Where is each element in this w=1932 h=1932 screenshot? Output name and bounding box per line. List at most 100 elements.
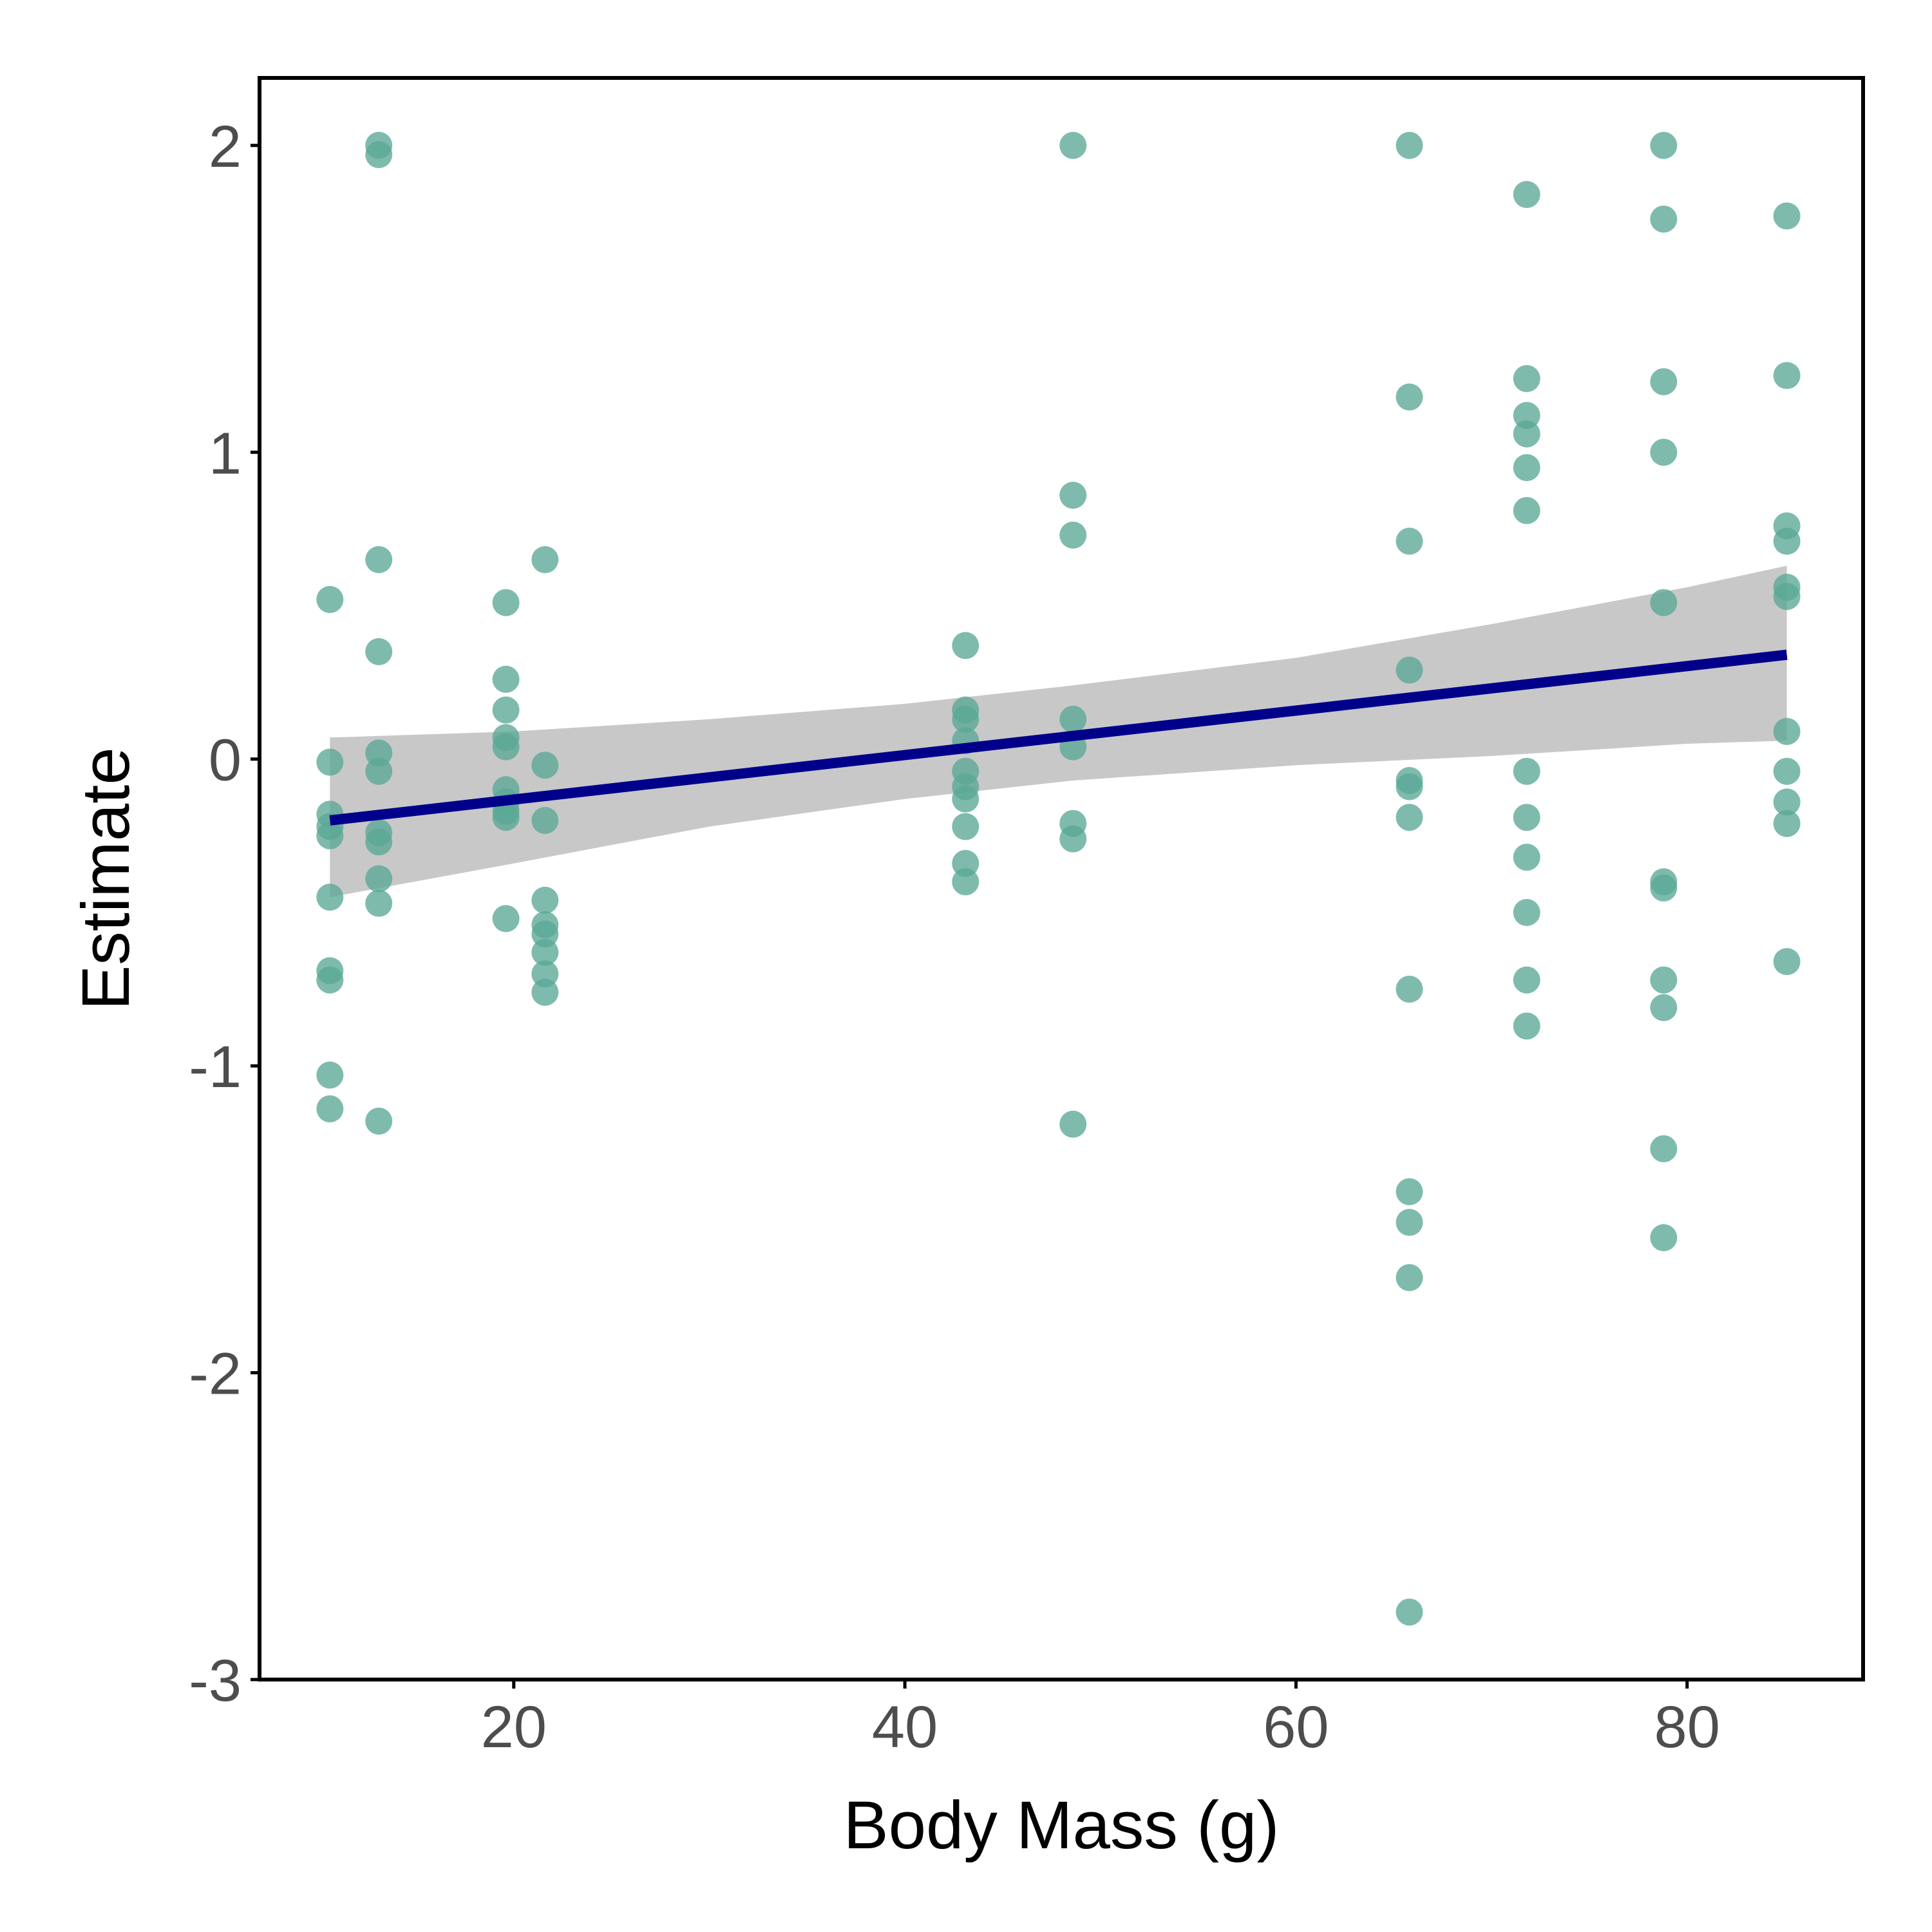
data-point: [1650, 131, 1678, 159]
data-point: [492, 589, 520, 616]
data-point: [1396, 804, 1423, 831]
fit-line-layer: [329, 649, 1788, 826]
fit-line: [329, 649, 1788, 826]
data-point: [531, 546, 559, 573]
data-point: [316, 966, 344, 994]
data-point: [1513, 454, 1540, 482]
data-point: [1650, 994, 1678, 1021]
data-point: [316, 884, 344, 911]
y-tick-label: -1: [189, 1034, 242, 1100]
y-tick-label: 1: [209, 421, 242, 486]
data-point: [1513, 365, 1540, 392]
data-point: [365, 889, 393, 917]
data-point: [1773, 757, 1801, 785]
data-point: [1773, 948, 1801, 976]
data-point: [492, 696, 520, 724]
x-tick-label: 20: [481, 1694, 547, 1760]
data-point: [1059, 705, 1087, 733]
data-point: [1773, 810, 1801, 837]
y-axis-title: Estimate: [68, 747, 144, 1010]
data-point: [1396, 1178, 1423, 1206]
data-point: [1513, 844, 1540, 871]
plot-panel-border: [258, 76, 1865, 1681]
y-tick-label: -3: [189, 1648, 242, 1714]
data-point: [1650, 874, 1678, 902]
data-point: [1650, 1135, 1678, 1162]
y-axis: -3 -2 -1 0 1 2: [189, 114, 260, 1714]
data-point: [316, 748, 344, 776]
data-points-layer: [316, 131, 1801, 1626]
y-tick-label: -2: [189, 1341, 242, 1407]
data-point: [1513, 804, 1540, 831]
data-point: [1513, 181, 1540, 208]
data-point: [1513, 966, 1540, 994]
data-point: [1513, 1012, 1540, 1040]
data-point: [316, 1061, 344, 1089]
data-point: [952, 868, 980, 896]
data-point: [1650, 205, 1678, 233]
x-tick-label: 40: [872, 1694, 938, 1760]
data-point: [1059, 1110, 1087, 1138]
y-tick-label: 0: [209, 728, 242, 793]
data-point: [316, 822, 344, 849]
data-point: [492, 905, 520, 933]
data-point: [1650, 439, 1678, 466]
y-tick-label: 2: [209, 114, 242, 180]
data-point: [365, 757, 393, 785]
data-point: [365, 828, 393, 856]
data-point: [531, 886, 559, 914]
data-point: [1396, 131, 1423, 159]
x-tick-label: 60: [1263, 1694, 1329, 1760]
data-point: [316, 585, 344, 613]
data-point: [1059, 825, 1087, 853]
data-point: [365, 141, 393, 169]
data-point: [1396, 1598, 1423, 1626]
data-point: [1650, 589, 1678, 616]
data-point: [531, 807, 559, 834]
data-point: [1396, 383, 1423, 411]
x-axis: 20 40 60 80: [481, 1680, 1720, 1760]
confidence-band: [330, 565, 1787, 898]
data-point: [365, 1107, 393, 1135]
data-point: [1059, 131, 1087, 159]
data-point: [1513, 898, 1540, 926]
data-point: [952, 813, 980, 840]
data-point: [1396, 976, 1423, 1003]
data-point: [531, 938, 559, 966]
data-point: [1773, 202, 1801, 230]
data-point: [1513, 420, 1540, 448]
data-point: [952, 705, 980, 733]
data-point: [1513, 757, 1540, 785]
data-point: [365, 546, 393, 573]
data-point: [1773, 717, 1801, 745]
confidence-band-layer: [330, 565, 1787, 898]
data-point: [1773, 527, 1801, 555]
data-point: [531, 752, 559, 779]
data-point: [1396, 1264, 1423, 1291]
data-point: [1773, 362, 1801, 390]
data-point: [1396, 656, 1423, 684]
data-point: [1650, 368, 1678, 395]
data-point: [1650, 966, 1678, 994]
x-tick-label: 80: [1654, 1694, 1720, 1760]
data-point: [492, 804, 520, 831]
data-point: [1650, 1224, 1678, 1251]
data-point: [1773, 788, 1801, 816]
data-point: [365, 865, 393, 893]
data-point: [492, 733, 520, 761]
data-point: [952, 632, 980, 659]
data-point: [1396, 527, 1423, 555]
data-point: [316, 1095, 344, 1122]
data-point: [1513, 497, 1540, 524]
data-point: [952, 785, 980, 813]
data-point: [365, 638, 393, 665]
data-point: [1059, 482, 1087, 509]
data-point: [1396, 773, 1423, 800]
data-point: [492, 665, 520, 693]
data-point: [1396, 1209, 1423, 1236]
data-point: [1059, 521, 1087, 549]
data-point: [1773, 583, 1801, 611]
data-point: [531, 978, 559, 1006]
